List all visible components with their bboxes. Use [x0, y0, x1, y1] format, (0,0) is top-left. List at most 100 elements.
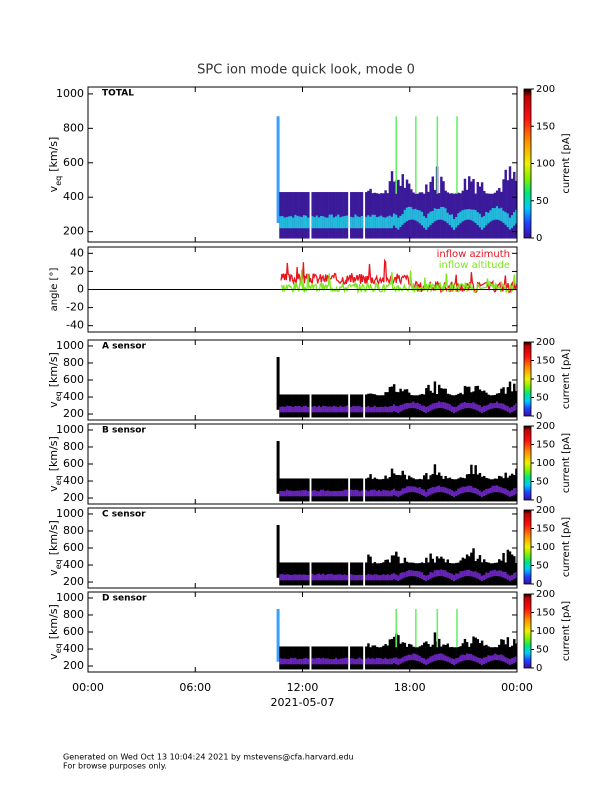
spec-band	[504, 212, 507, 225]
spec-band	[382, 406, 385, 413]
spec-band	[311, 573, 314, 581]
spec-col	[386, 392, 389, 418]
spec-band	[476, 572, 480, 579]
spec-band	[446, 572, 450, 578]
spec-band	[289, 575, 293, 581]
y-tick-label: 20	[70, 264, 84, 277]
spec-band	[457, 213, 460, 226]
spec-band	[513, 657, 516, 664]
y-axis-label-part: [km/s]	[47, 436, 60, 471]
y-tick-label: 600	[63, 541, 84, 554]
spec-band	[442, 654, 445, 661]
spec-band	[283, 574, 286, 581]
spec-col	[453, 395, 456, 418]
spec-col	[285, 646, 289, 670]
spec-col	[279, 562, 282, 586]
spec-band	[382, 659, 385, 665]
spec-col	[382, 193, 385, 239]
spec-band	[384, 657, 387, 665]
y-tick-label: 400	[63, 474, 84, 487]
spec-band	[335, 406, 338, 413]
spec-band	[320, 574, 323, 581]
spec-col	[500, 388, 503, 418]
spec-band	[341, 658, 344, 665]
y-tick-label: 1000	[56, 507, 84, 520]
spec-col	[382, 562, 385, 586]
spec-band	[337, 659, 340, 665]
spec-band	[453, 491, 456, 498]
spec-col	[354, 562, 357, 586]
spec-col	[283, 562, 286, 586]
spec-col	[369, 393, 372, 418]
spec-col	[315, 192, 319, 239]
spec-band	[420, 572, 424, 579]
spec-band	[506, 658, 510, 664]
spec-band	[294, 574, 297, 581]
spec-col	[401, 391, 404, 418]
spec-col	[508, 475, 512, 502]
spec-col	[455, 479, 458, 502]
spec-band	[412, 570, 415, 577]
spec-band	[476, 404, 480, 411]
spec-band	[465, 402, 469, 409]
colorbar-tick-label: 50	[536, 477, 549, 488]
spec-band	[453, 659, 456, 666]
spec-band	[508, 575, 512, 581]
spec-band	[292, 574, 295, 581]
spec-col	[510, 554, 514, 586]
spec-band	[504, 657, 507, 663]
spec-band	[468, 209, 471, 220]
spec-col	[474, 465, 477, 502]
spec-col	[352, 478, 355, 502]
spec-col	[437, 384, 441, 418]
spec-col	[356, 646, 359, 670]
spec-col	[341, 478, 344, 502]
spec-col	[382, 395, 385, 418]
spec-band	[515, 209, 517, 224]
spec-col	[313, 478, 317, 502]
spec-band	[283, 491, 286, 497]
spike	[415, 116, 417, 194]
spec-band	[399, 490, 402, 496]
spec-band	[330, 659, 334, 665]
spec-band	[433, 654, 437, 661]
colorbar-tick-label: 100	[536, 458, 555, 469]
spec-band	[440, 653, 443, 661]
spec-band	[422, 489, 426, 497]
spec-band	[326, 406, 329, 413]
spec-band	[322, 657, 325, 665]
y-tick-label: 600	[63, 457, 84, 470]
spec-band	[358, 406, 362, 413]
spec-band	[369, 658, 372, 665]
spec-col	[390, 171, 394, 239]
spec-col	[506, 387, 510, 418]
spec-band	[360, 490, 364, 497]
spec-band	[506, 213, 510, 228]
spec-band	[407, 403, 411, 409]
spec-band	[502, 571, 505, 578]
spec-band	[350, 658, 353, 665]
spec-col	[515, 468, 517, 502]
spec-band	[373, 658, 377, 665]
y-axis-label-part: v	[47, 653, 60, 660]
spec-band	[302, 490, 306, 497]
spec-col	[369, 474, 372, 502]
colorbar-tick-label: 150	[536, 524, 555, 535]
spec-band	[287, 574, 291, 581]
spec-band	[307, 217, 310, 229]
spec-col	[324, 646, 327, 670]
spec-band	[459, 655, 462, 662]
spec-band	[380, 658, 383, 665]
spec-band	[279, 574, 282, 581]
spec-band	[307, 575, 310, 581]
spec-col	[386, 645, 389, 670]
spec-band	[416, 209, 419, 222]
spec-band	[487, 655, 490, 662]
spec-band	[324, 575, 327, 581]
spec-band	[285, 405, 289, 413]
y-tick-label: 600	[63, 156, 84, 169]
spec-col	[345, 562, 349, 586]
spec-col	[478, 389, 482, 418]
spec-band	[395, 214, 398, 228]
spec-col	[365, 394, 368, 418]
